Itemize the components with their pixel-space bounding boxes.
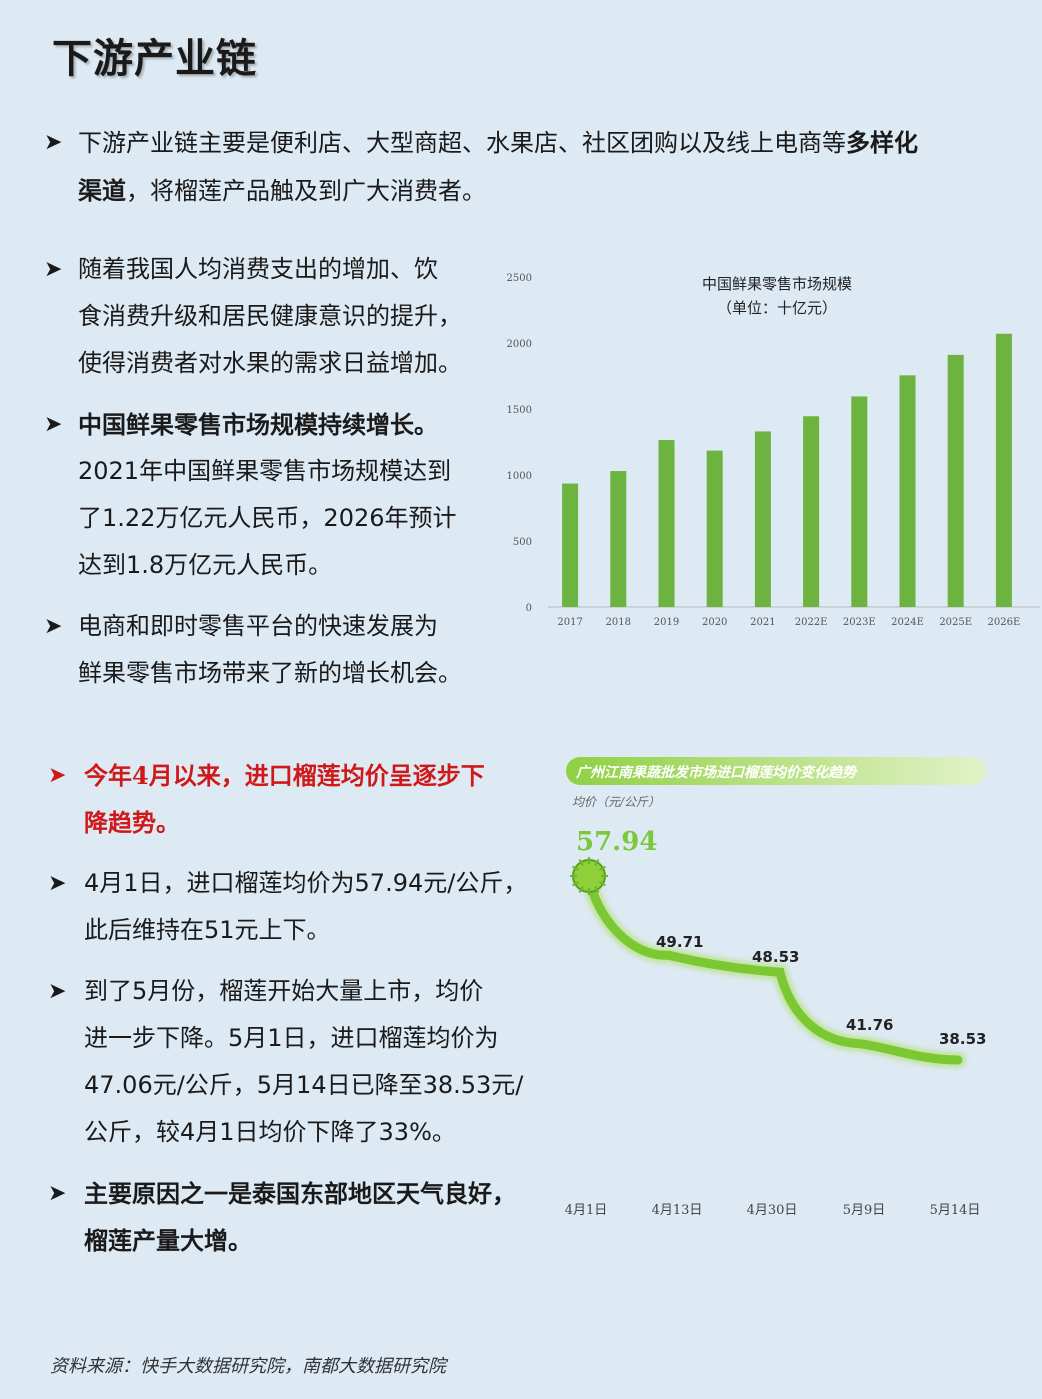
s2-head: 今年4月以来，进口榴莲均价呈逐步下 降趋势。 xyxy=(84,752,534,846)
value-label-2: 48.53 xyxy=(752,948,799,966)
x-tick-label: 2024E xyxy=(891,617,924,628)
durian-spike xyxy=(594,859,600,867)
s2-head-line: 降趋势。 xyxy=(84,808,180,837)
intro-line1b: 多样化 xyxy=(846,128,918,157)
s1-bullet-1 xyxy=(44,246,62,293)
bar-2017 xyxy=(562,483,579,607)
bar-2025E xyxy=(947,354,964,607)
s2-paragraph-2: 到了5月份，榴莲开始大量上市，均价 进一步下降。5月1日，进口榴莲均价为 47.… xyxy=(84,968,544,1156)
y-tick-label: 500 xyxy=(513,537,532,548)
durian-icon xyxy=(572,859,606,893)
s2-bullet-2 xyxy=(48,968,66,1015)
s1-p2-line: 2021年中国鲜果零售市场规模达到 xyxy=(78,457,452,485)
y-tick-label: 2500 xyxy=(507,273,532,284)
s1-bullet-2 xyxy=(44,401,62,448)
s2-p2-line: 公斤，较4月1日均价下降了33%。 xyxy=(84,1118,456,1146)
x-tick-label: 2023E xyxy=(843,617,876,628)
durian-spike xyxy=(594,885,600,893)
s2-p3-line: 主要原因之一是泰国东部地区天气良好， xyxy=(84,1179,516,1208)
bar-2023E xyxy=(851,396,868,607)
durian-spike xyxy=(598,865,606,871)
s1-p2-line: 达到1.8万亿元人民币。 xyxy=(78,551,333,579)
s2-p2-line: 47.06元/公斤，5月14日已降至38.53元/ xyxy=(84,1071,524,1099)
s1-bullet-3 xyxy=(44,603,62,650)
s2-bullet-head xyxy=(48,752,66,799)
value-label-3: 41.76 xyxy=(846,1016,893,1034)
bar-2024E xyxy=(899,375,916,607)
line-chart-ylabel: 均价（元/公斤） xyxy=(572,795,660,809)
price-line xyxy=(584,871,963,1065)
s2-p1-line: 此后维持在51元上下。 xyxy=(84,916,331,944)
s2-paragraph-3: 主要原因之一是泰国东部地区天气良好， 榴莲产量大增。 xyxy=(84,1170,554,1264)
s1-p1-line: 使得消费者对水果的需求日益增加。 xyxy=(78,349,462,377)
x-tick-label: 2019 xyxy=(654,617,679,628)
durian-spike xyxy=(598,881,606,887)
bar-2018 xyxy=(610,471,627,607)
page-title: 下游产业链 xyxy=(52,35,257,82)
s2-bullet-3 xyxy=(48,1170,66,1217)
s2-paragraph-1: 4月1日，进口榴莲均价为57.94元/公斤， 此后维持在51元上下。 xyxy=(84,860,544,954)
s1-p3-line: 电商和即时零售平台的快速发展为 xyxy=(78,612,438,640)
chart-title-banner xyxy=(566,757,986,785)
x-tick-label: 4月30日 xyxy=(747,1203,798,1218)
value-label-1: 49.71 xyxy=(656,933,703,951)
x-tick-label: 2017 xyxy=(557,617,582,628)
source-note: 资料来源：快手大数据研究院，南都大数据研究院 xyxy=(50,1356,446,1377)
bar-2019 xyxy=(658,440,675,607)
s2-p2-line: 到了5月份，榴莲开始大量上市，均价 xyxy=(84,977,484,1005)
y-tick-label: 1000 xyxy=(507,471,532,482)
value-label-4: 38.53 xyxy=(939,1030,986,1048)
bar-2021 xyxy=(754,431,771,607)
durian-spike xyxy=(578,885,584,893)
intro-line2a: 渠道 xyxy=(78,176,126,205)
y-tick-label: 1500 xyxy=(507,405,532,416)
x-tick-label: 5月9日 xyxy=(843,1203,886,1218)
s1-paragraph-1: 随着我国人均消费支出的增加、饮 食消费升级和居民健康意识的提升， 使得消费者对水… xyxy=(78,246,498,387)
durian-spike xyxy=(572,881,580,887)
x-tick-label: 4月1日 xyxy=(565,1203,608,1218)
bar-2026E xyxy=(995,333,1012,607)
x-tick-label: 2018 xyxy=(606,617,631,628)
intro-line1a: 下游产业链主要是便利店、大型商超、水果店、社区团购以及线上电商等 xyxy=(78,129,846,157)
s2-bullet-1 xyxy=(48,860,66,907)
durian-spike xyxy=(572,865,580,871)
s1-p2-head: 中国鲜果零售市场规模持续增长。 xyxy=(78,410,438,439)
s2-p2-line: 进一步下降。5月1日，进口榴莲均价为 xyxy=(84,1024,499,1052)
bar-2020 xyxy=(706,450,723,607)
value-label-0: 57.94 xyxy=(576,827,657,857)
intro-paragraph: 下游产业链主要是便利店、大型商超、水果店、社区团购以及线上电商等多样化 渠道，将… xyxy=(78,119,1008,215)
x-tick-label: 2022E xyxy=(795,617,828,628)
y-tick-label: 2000 xyxy=(507,339,532,350)
durian-spike xyxy=(578,859,584,867)
x-tick-label: 5月14日 xyxy=(930,1203,981,1218)
intro-bullet xyxy=(44,119,62,166)
s1-p2-line: 了1.22万亿元人民币，2026年预计 xyxy=(78,504,457,532)
x-tick-label: 2025E xyxy=(939,617,972,628)
x-tick-label: 2026E xyxy=(988,617,1021,628)
bar-chart-title: 中国鲜果零售市场规模 xyxy=(702,275,852,293)
y-tick-label: 0 xyxy=(526,603,532,614)
s2-p1-line: 4月1日，进口榴莲均价为57.94元/公斤， xyxy=(84,869,528,897)
s1-p1-line: 随着我国人均消费支出的增加、饮 xyxy=(78,255,438,283)
s1-paragraph-2: 中国鲜果零售市场规模持续增长。 2021年中国鲜果零售市场规模达到 了1.22万… xyxy=(78,401,498,589)
s1-p1-line: 食消费升级和居民健康意识的提升， xyxy=(78,302,462,330)
bar-chart-subtitle: （单位：十亿元） xyxy=(717,299,837,317)
s1-p3-line: 鲜果零售市场带来了新的增长机会。 xyxy=(78,659,462,687)
bar-2022E xyxy=(803,416,820,607)
s2-p3-line: 榴莲产量大增。 xyxy=(84,1226,252,1255)
line-chart-title: 广州江南果蔬批发市场进口榴莲均价变化趋势 xyxy=(575,764,858,781)
s1-paragraph-3: 电商和即时零售平台的快速发展为 鲜果零售市场带来了新的增长机会。 xyxy=(78,603,498,697)
x-tick-label: 4月13日 xyxy=(652,1203,703,1218)
x-tick-label: 2021 xyxy=(750,617,775,628)
s2-head-line: 今年4月以来，进口榴莲均价呈逐步下 xyxy=(84,761,485,790)
x-tick-label: 2020 xyxy=(702,617,727,628)
fresh-fruit-market-bar-chart: 中国鲜果零售市场规模 （单位：十亿元） 0 500 1000 1500 2000 2500 20… xyxy=(507,273,1040,628)
intro-line2b: ，将榴莲产品触及到广大消费者。 xyxy=(126,177,486,205)
